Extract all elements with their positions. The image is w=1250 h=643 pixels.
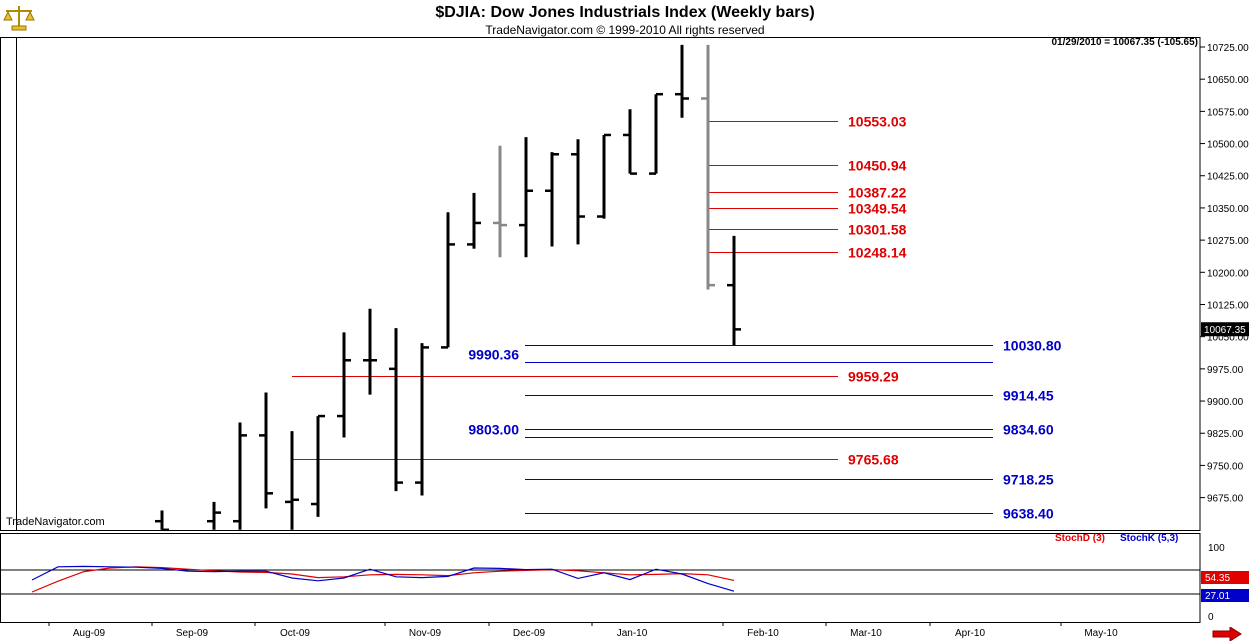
ohlc-bar: [519, 137, 533, 258]
level-label: 9914.45: [1003, 388, 1054, 404]
ohlc-bar: [675, 44, 689, 118]
ohlc-bar: [701, 44, 715, 290]
ohlc-bar: [545, 152, 559, 247]
ohlc-bar: [363, 308, 377, 395]
scroll-right-arrow-icon[interactable]: [1212, 627, 1242, 641]
level-label: 9638.40: [1003, 506, 1054, 522]
price-tick-label: 10050.00: [1207, 333, 1249, 344]
time-tick-label: Dec-09: [513, 628, 546, 639]
time-tick-label: Oct-09: [280, 628, 310, 639]
price-tick-label: 9750.00: [1207, 461, 1244, 472]
price-tick-label: 10725.00: [1207, 43, 1249, 54]
ohlc-bar: [597, 133, 611, 219]
ohlc-bar: [285, 431, 299, 530]
price-tick-label: 10575.00: [1207, 107, 1249, 118]
time-tick-label: Mar-10: [850, 628, 882, 639]
price-tick-label: 10350.00: [1207, 204, 1249, 215]
ohlc-bar: [727, 235, 741, 346]
level-label: 9765.68: [848, 452, 899, 468]
level-label: 9834.60: [1003, 422, 1054, 438]
ohlc-bar: [623, 109, 637, 175]
price-tick-label: 9675.00: [1207, 494, 1244, 505]
ohlc-bar: [571, 139, 585, 245]
price-tick-label: 10125.00: [1207, 300, 1249, 311]
price-tick-label: 10650.00: [1207, 75, 1249, 86]
ohlc-bar: [441, 212, 455, 349]
ohlc-bar: [467, 192, 481, 249]
level-label: 10248.14: [848, 245, 907, 261]
price-tick-label: 10200.00: [1207, 268, 1249, 279]
ohlc-bar: [233, 422, 247, 530]
ohlc-bar: [311, 414, 325, 517]
time-axis: Aug-09 Sep-09 Oct-09 Nov-09 Dec-09 Jan-10 Feb-…: [48, 622, 1118, 639]
price-tick-label: 9975.00: [1207, 365, 1244, 376]
level-label: 10450.94: [848, 158, 907, 174]
ohlc-bar: [207, 501, 221, 530]
ohlc-bar: [259, 392, 273, 509]
price-panel-border: [0, 37, 1201, 531]
price-tick-label: 10500.00: [1207, 140, 1249, 151]
stoch-series-line: [31, 565, 735, 592]
legend-stochd: StochD (3): [1055, 533, 1105, 544]
ohlc-bar: [155, 510, 169, 532]
stoch-tick-label: 100: [1208, 543, 1225, 554]
stoch-tick-label: 0: [1208, 612, 1214, 623]
stochk-last-value: 27.01: [1205, 591, 1230, 602]
watermark: TradeNavigator.com: [6, 516, 105, 528]
stoch-panel-border: [0, 533, 1201, 623]
last-price-label: 10067.35: [1204, 325, 1246, 336]
level-label: 9990.36: [468, 347, 519, 363]
price-tick-label: 10425.00: [1207, 172, 1249, 183]
level-label: 10553.03: [848, 114, 907, 130]
ohlc-bar: [415, 343, 429, 496]
level-label: 9803.00: [468, 422, 519, 438]
chart-subtitle: TradeNavigator.com © 1999-2010 All right…: [485, 23, 765, 37]
stochd-last-box: [1201, 571, 1249, 584]
ohlc-bar: [389, 328, 403, 492]
time-tick-label: Sep-09: [176, 628, 209, 639]
level-label: 9959.29: [848, 369, 899, 385]
ohlc-bar: [493, 145, 507, 258]
stochd-last-value: 54.35: [1205, 573, 1230, 584]
time-tick-label: Nov-09: [409, 628, 442, 639]
chart-frame: [0, 37, 1201, 623]
price-tick-label: 9900.00: [1207, 397, 1244, 408]
stochastic-panel: 100 0 StochD (3) StochK (5,3) 54.35 27.01: [0, 533, 1249, 623]
level-label: 10349.54: [848, 201, 907, 217]
time-tick-label: Feb-10: [747, 628, 779, 639]
ohlc-bar: [649, 92, 663, 175]
price-tick-label: 9825.00: [1207, 429, 1244, 440]
price-tick-label: 10275.00: [1207, 236, 1249, 247]
level-label: 10301.58: [848, 222, 907, 238]
level-label: 10030.80: [1003, 338, 1062, 354]
ohlc-bar: [337, 332, 351, 438]
time-tick-label: Apr-10: [955, 628, 985, 639]
chart-title: $DJIA: Dow Jones Industrials Index (Week…: [435, 4, 815, 21]
time-tick-label: Aug-09: [73, 628, 106, 639]
time-tick-label: Jan-10: [617, 628, 648, 639]
time-tick-label: May-10: [1084, 628, 1118, 639]
price-axis: 9675.00 9750.00 9825.00 9900.00 9975.00 10050…: [1200, 43, 1249, 505]
last-quote: 01/29/2010 = 10067.35 (-105.65): [1051, 37, 1198, 48]
stochk-last-box: [1201, 589, 1249, 602]
price-bars: [155, 44, 741, 532]
legend-stochk: StochK (5,3): [1120, 533, 1178, 544]
scales-logo-icon: [3, 6, 35, 31]
last-price-box: [1201, 322, 1249, 337]
level-label: 9718.25: [1003, 472, 1054, 488]
level-label: 10387.22: [848, 185, 907, 201]
